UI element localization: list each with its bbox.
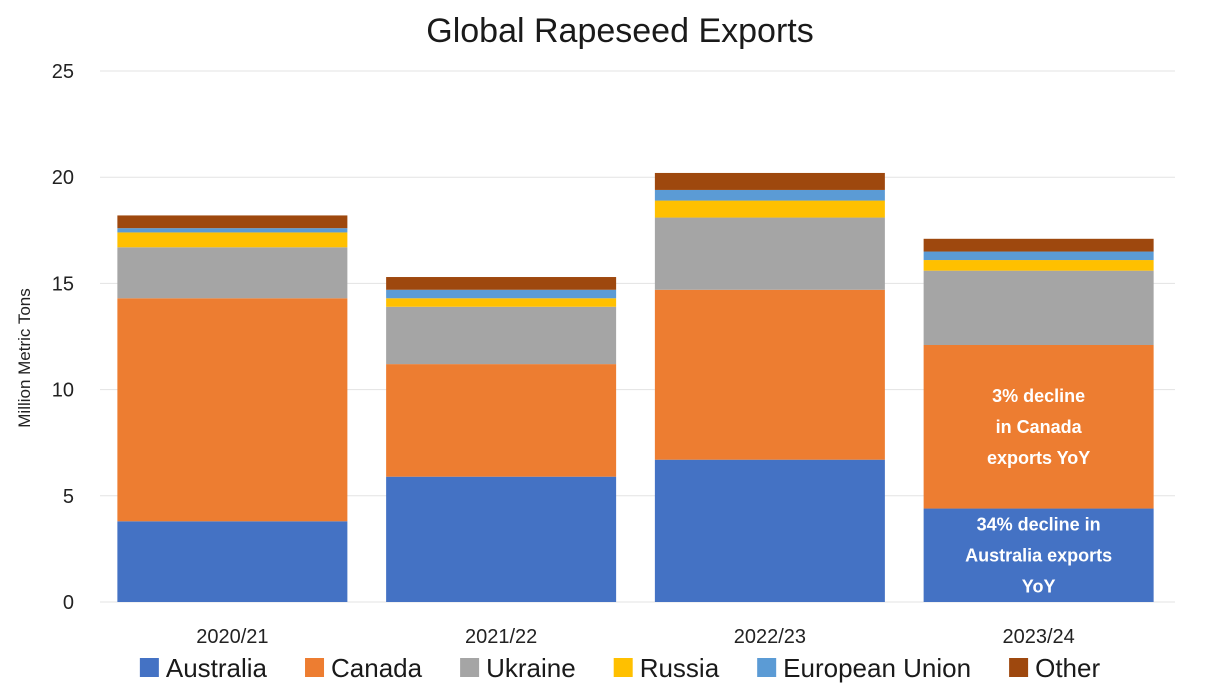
annotation-australia-line: 34% decline in bbox=[977, 514, 1101, 534]
legend: Australia Canada Ukraine Russia European Uni… bbox=[139, 653, 1100, 683]
bar-segment-ukraine-2022-23 bbox=[654, 217, 885, 290]
x-tick-label: 2021/22 bbox=[465, 626, 537, 648]
annotation-canada-line: 3% decline bbox=[992, 386, 1085, 406]
bar-segment-russia-2020-21 bbox=[117, 232, 348, 248]
x-tick-label: 2022/23 bbox=[734, 626, 806, 648]
bar-segment-canada-2023-24 bbox=[923, 344, 1154, 509]
bar-segment-canada-2022-23 bbox=[654, 289, 885, 460]
bar-segment-ukraine-2021-22 bbox=[386, 306, 617, 365]
bar-segment-russia-2022-23 bbox=[654, 200, 885, 218]
legend-swatch-ukraine bbox=[460, 658, 480, 677]
y-tick-label: 25 bbox=[52, 61, 74, 83]
annotation-canada-line: exports YoY bbox=[987, 448, 1090, 468]
y-tick-label: 0 bbox=[63, 592, 74, 614]
annotations: 3% decline in Canada exports YoY 34% declin… bbox=[965, 386, 1112, 597]
x-axis-ticks: 2020/21 2021/22 2022/23 2023/24 bbox=[196, 626, 1075, 648]
bar-segment-australia-2021-22 bbox=[386, 476, 617, 602]
bar-segment-european-union-2021-22 bbox=[386, 289, 617, 299]
legend-swatch-european-union bbox=[757, 658, 777, 677]
bar-segment-australia-2022-23 bbox=[654, 459, 885, 602]
legend-swatch-australia bbox=[139, 658, 159, 677]
y-tick-label: 15 bbox=[52, 273, 74, 295]
legend-label-australia: Australia bbox=[166, 653, 268, 683]
legend-label-other: Other bbox=[1035, 653, 1100, 683]
bar-segment-european-union-2022-23 bbox=[654, 189, 885, 201]
bar-segment-canada-2021-22 bbox=[386, 364, 617, 477]
legend-label-russia: Russia bbox=[640, 653, 720, 683]
legend-label-european-union: European Union bbox=[783, 653, 971, 683]
x-tick-label: 2023/24 bbox=[1002, 626, 1074, 648]
bar-segment-russia-2023-24 bbox=[923, 260, 1154, 271]
bar-segment-other-2020-21 bbox=[117, 215, 348, 229]
bar-segment-ukraine-2023-24 bbox=[923, 270, 1154, 345]
bar-segment-australia-2020-21 bbox=[117, 521, 348, 602]
annotation-canada-line: in Canada bbox=[996, 417, 1083, 437]
x-tick-label: 2020/21 bbox=[196, 626, 268, 648]
bar-segment-russia-2021-22 bbox=[386, 298, 617, 307]
bar-segment-other-2022-23 bbox=[654, 172, 885, 190]
legend-swatch-canada bbox=[305, 658, 325, 677]
bar-segment-european-union-2023-24 bbox=[923, 251, 1154, 261]
y-tick-label: 20 bbox=[52, 167, 74, 189]
bars bbox=[117, 172, 1154, 602]
bar-segment-ukraine-2020-21 bbox=[117, 247, 348, 299]
y-axis-ticks: 0 5 10 15 20 25 bbox=[52, 61, 74, 614]
bar-segment-australia-2023-24 bbox=[923, 508, 1154, 602]
bar-segment-other-2021-22 bbox=[386, 277, 617, 290]
y-tick-label: 10 bbox=[52, 380, 74, 402]
legend-swatch-other bbox=[1009, 658, 1029, 677]
annotation-australia-line: Australia exports bbox=[965, 545, 1112, 565]
annotation-australia-line: YoY bbox=[1022, 576, 1056, 596]
legend-label-ukraine: Ukraine bbox=[486, 653, 576, 683]
legend-label-canada: Canada bbox=[331, 653, 423, 683]
bar-segment-european-union-2020-21 bbox=[117, 228, 348, 233]
bar-segment-other-2023-24 bbox=[923, 238, 1154, 252]
legend-swatch-russia bbox=[613, 658, 633, 677]
y-tick-label: 5 bbox=[63, 486, 74, 508]
chart-title: Global Rapeseed Exports bbox=[426, 12, 813, 50]
bar-segment-canada-2020-21 bbox=[117, 298, 348, 522]
y-axis-label: Million Metric Tons bbox=[15, 288, 34, 428]
